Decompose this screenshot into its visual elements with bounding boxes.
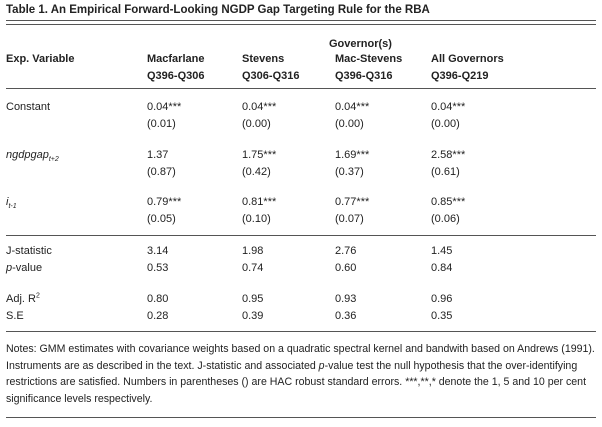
- row-label-subscript: t+2: [48, 156, 59, 164]
- se-cell: (0.01): [147, 118, 176, 130]
- stat-cell: 0.95: [242, 293, 264, 305]
- stat-label-main: Adj. R: [6, 293, 36, 305]
- coef-cell: 0.79***: [147, 196, 182, 208]
- stat-cell: 0.39: [242, 310, 264, 322]
- stat-cell: 1.98: [242, 245, 264, 257]
- stat-cell: 0.28: [147, 310, 169, 322]
- col-header-period: Q396-Q219: [431, 70, 489, 82]
- stat-cell: 0.84: [431, 262, 453, 274]
- se-cell: (0.87): [147, 166, 176, 178]
- stat-label-rest: -value: [12, 262, 43, 274]
- row-label: it-1: [6, 196, 17, 211]
- stat-cell: 0.60: [335, 262, 357, 274]
- row-label: ngdpgapt+2: [6, 149, 59, 164]
- col-header-period: Q306-Q316: [242, 70, 300, 82]
- col-header-name: Mac-Stevens: [335, 53, 403, 65]
- stat-label: p-value: [6, 262, 42, 275]
- notes-text: -value test the null hypothesis that the…: [6, 359, 587, 405]
- table-notes: Notes: GMM estimates with covariance wei…: [6, 341, 598, 407]
- row-label-subscript: t-1: [8, 203, 17, 211]
- stat-cell: 0.35: [431, 310, 453, 322]
- stat-cell: 0.53: [147, 262, 169, 274]
- stat-label: Adj. R2: [6, 292, 40, 306]
- col-header-name: Stevens: [242, 53, 285, 65]
- stat-label-italic: p: [6, 262, 13, 274]
- coef-cell: 0.04***: [147, 101, 182, 113]
- notes-italic: p: [318, 359, 325, 372]
- row-label: Constant: [6, 101, 51, 113]
- se-cell: (0.00): [242, 118, 271, 130]
- col-header-name: Macfarlane: [147, 53, 205, 65]
- stat-cell: 0.93: [335, 293, 357, 305]
- se-cell: (0.00): [335, 118, 364, 130]
- divider: [6, 24, 596, 25]
- stat-label: S.E: [6, 310, 24, 322]
- coef-cell: 2.58***: [431, 149, 466, 161]
- stat-cell: 1.45: [431, 245, 453, 257]
- coef-cell: 0.77***: [335, 196, 370, 208]
- se-cell: (0.37): [335, 166, 364, 178]
- row-label-main: ngdpgap: [6, 149, 49, 161]
- se-cell: (0.07): [335, 213, 364, 225]
- notes-text: Notes: GMM estimates with covariance wei…: [6, 343, 595, 372]
- group-header: Governor(s): [329, 38, 392, 50]
- stat-cell: 0.74: [242, 262, 264, 274]
- se-cell: (0.06): [431, 213, 460, 225]
- se-cell: (0.00): [431, 118, 460, 130]
- coef-cell: 1.37: [147, 149, 169, 161]
- stat-label: J-statistic: [6, 245, 52, 257]
- divider: [6, 235, 596, 236]
- stat-cell: 0.96: [431, 293, 453, 305]
- stat-cell: 2.76: [335, 245, 357, 257]
- coef-cell: 0.04***: [431, 101, 466, 113]
- col-header-name: All Governors: [431, 53, 504, 65]
- se-cell: (0.10): [242, 213, 271, 225]
- col-header-period: Q396-Q316: [335, 70, 393, 82]
- se-cell: (0.42): [242, 166, 271, 178]
- coef-cell: 0.85***: [431, 196, 466, 208]
- stat-cell: 0.80: [147, 293, 169, 305]
- divider: [6, 88, 596, 89]
- stat-label-superscript: 2: [35, 292, 40, 300]
- stat-cell: 3.14: [147, 245, 169, 257]
- coef-cell: 0.04***: [335, 101, 370, 113]
- table-title: Table 1. An Empirical Forward-Looking NG…: [6, 4, 430, 16]
- coef-cell: 0.81***: [242, 196, 277, 208]
- coef-cell: 1.69***: [335, 149, 370, 161]
- exp-variable-header: Exp. Variable: [6, 53, 75, 65]
- se-cell: (0.61): [431, 166, 460, 178]
- coef-cell: 1.75***: [242, 149, 277, 161]
- coef-cell: 0.04***: [242, 101, 277, 113]
- divider: [6, 20, 596, 21]
- row-label-main: i: [6, 196, 9, 208]
- divider: [6, 417, 596, 418]
- divider: [6, 331, 596, 332]
- col-header-period: Q396-Q306: [147, 70, 205, 82]
- stat-cell: 0.36: [335, 310, 357, 322]
- se-cell: (0.05): [147, 213, 176, 225]
